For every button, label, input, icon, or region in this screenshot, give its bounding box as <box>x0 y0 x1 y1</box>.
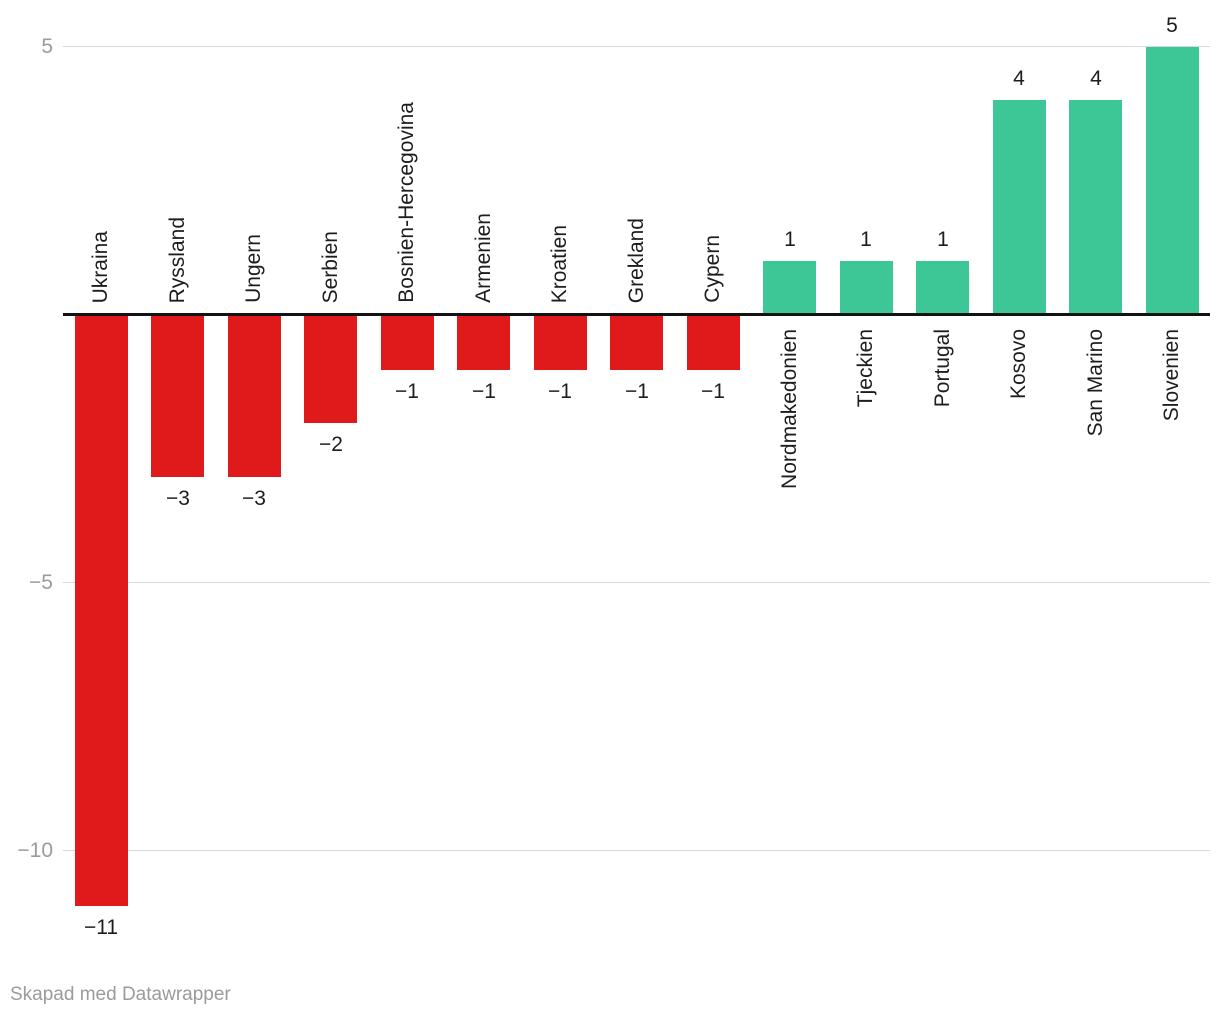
y-tick-label: −5 <box>29 571 53 594</box>
bar-value-label: −1 <box>701 380 725 403</box>
bar-value-label: 5 <box>1166 14 1178 37</box>
bar <box>75 316 128 906</box>
bar <box>151 316 204 477</box>
bar <box>381 316 434 370</box>
category-label: Grekland <box>625 217 648 303</box>
y-tick-label: 5 <box>41 35 53 58</box>
bar-value-label: 1 <box>937 228 949 251</box>
bar-value-label: −1 <box>395 380 419 403</box>
category-label: Ryssland <box>166 216 189 303</box>
bar-value-label: −1 <box>548 380 572 403</box>
bar <box>610 316 663 370</box>
category-label: Tjeckien <box>854 329 877 408</box>
bar-value-label: −2 <box>319 433 343 456</box>
bar-value-label: −1 <box>625 380 649 403</box>
bar <box>840 261 893 313</box>
category-label: Bosnien-Hercegovina <box>395 102 418 303</box>
category-label: Kosovo <box>1007 329 1030 400</box>
bar <box>993 100 1046 313</box>
y-tick-label: −10 <box>17 839 53 862</box>
bar-value-label: −1 <box>472 380 496 403</box>
bar <box>916 261 969 313</box>
bar <box>763 261 816 313</box>
zero-baseline <box>63 313 1210 316</box>
bar <box>687 316 740 370</box>
bar-value-label: 4 <box>1013 67 1025 90</box>
category-label: Serbien <box>319 230 342 303</box>
category-label: Ungern <box>242 234 265 303</box>
gridline <box>63 46 1210 47</box>
bar-value-label: 4 <box>1090 67 1102 90</box>
category-label: Portugal <box>931 329 954 408</box>
category-label: Nordmakedonien <box>778 329 801 489</box>
category-label: Cypern <box>701 235 724 303</box>
bar-value-label: −3 <box>166 487 190 510</box>
bar-value-label: 1 <box>860 228 872 251</box>
category-label: Slovenien <box>1160 329 1183 422</box>
category-label: Ukraina <box>89 230 112 303</box>
gridline <box>63 582 1210 583</box>
bar <box>1146 47 1199 313</box>
attribution-text: Skapad med Datawrapper <box>10 984 231 1005</box>
bar <box>534 316 587 370</box>
bar <box>457 316 510 370</box>
category-label: Armenien <box>472 213 495 303</box>
bar <box>228 316 281 477</box>
bar-value-label: 1 <box>784 228 796 251</box>
bar-value-label: −11 <box>83 916 119 939</box>
bar <box>304 316 357 423</box>
category-label: San Marino <box>1084 329 1107 437</box>
bar-value-label: −3 <box>242 487 266 510</box>
category-label: Kroatien <box>548 224 571 303</box>
bar <box>1069 100 1122 313</box>
gridline <box>63 850 1210 851</box>
